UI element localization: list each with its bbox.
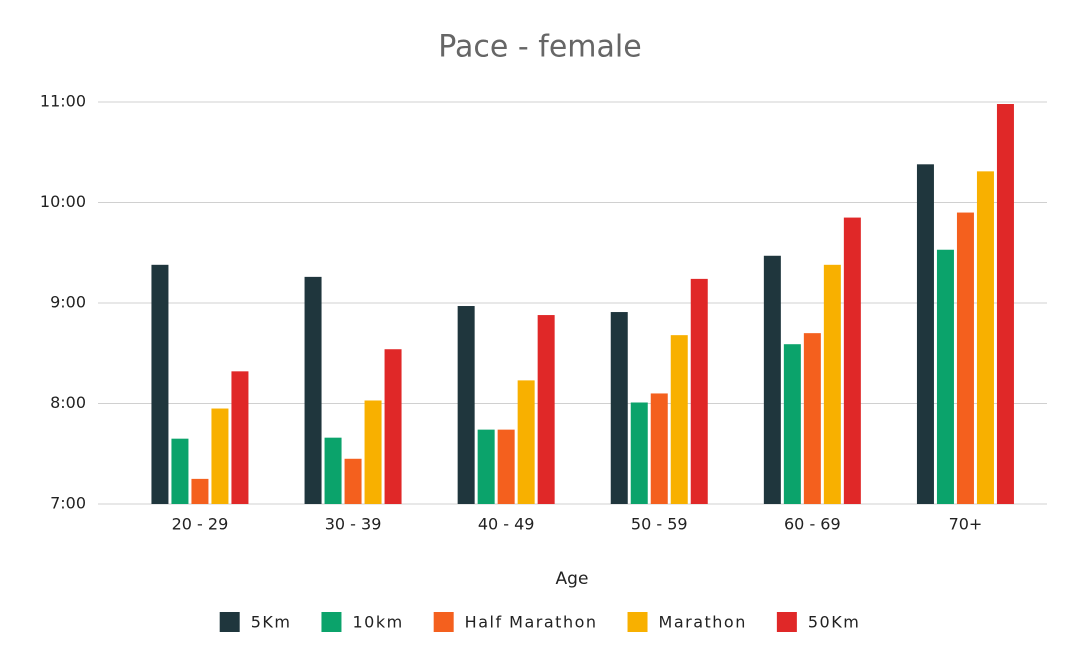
y-tick-label: 10:00	[40, 192, 86, 211]
bar	[823, 264, 841, 504]
bar	[211, 408, 229, 504]
legend-label: Half Marathon	[465, 613, 598, 632]
bar	[690, 278, 708, 504]
bar	[304, 276, 322, 504]
bar	[324, 437, 342, 504]
legend-label: 5Km	[251, 613, 292, 632]
bar	[843, 217, 861, 504]
bar	[803, 333, 821, 504]
y-tick-label: 11:00	[40, 92, 86, 111]
x-tick-label: 50 - 59	[631, 515, 688, 534]
bar	[996, 104, 1014, 504]
bar	[630, 402, 648, 504]
x-tick-label: 30 - 39	[325, 515, 382, 534]
chart-title: Pace - female	[438, 30, 641, 65]
bar	[783, 344, 801, 504]
y-tick-label: 9:00	[50, 293, 86, 312]
x-tick-label: 60 - 69	[784, 515, 841, 534]
bar	[537, 315, 555, 504]
legend-swatch	[321, 612, 342, 632]
legend-swatch	[219, 612, 240, 632]
legend-label: 50Km	[808, 613, 860, 632]
legend-label: Marathon	[659, 613, 747, 632]
bar	[171, 438, 189, 504]
bar	[976, 171, 994, 504]
legend-label: 10km	[352, 613, 403, 632]
bar	[497, 429, 515, 504]
bar	[650, 393, 668, 504]
x-tick-label: 70+	[949, 515, 983, 534]
legend-swatch	[433, 612, 454, 632]
bar	[763, 255, 781, 504]
x-tick-label: 20 - 29	[172, 515, 229, 534]
x-axis-label: Age	[556, 569, 589, 589]
bar	[916, 164, 934, 504]
bar	[610, 312, 628, 504]
y-tick-label: 8:00	[50, 393, 86, 412]
bar	[936, 249, 954, 504]
bar	[457, 306, 475, 504]
legend-swatch	[627, 612, 648, 632]
y-tick-label: 7:00	[50, 494, 86, 513]
bar	[151, 264, 169, 504]
x-tick-label: 40 - 49	[478, 515, 535, 534]
bar	[231, 371, 249, 504]
bar	[670, 335, 688, 504]
bar	[956, 212, 974, 505]
bar	[364, 400, 382, 504]
legend-swatch	[776, 612, 797, 632]
bar	[517, 380, 535, 504]
bar	[477, 429, 495, 504]
bar	[344, 458, 362, 504]
bar	[191, 478, 209, 504]
bar	[384, 349, 402, 504]
